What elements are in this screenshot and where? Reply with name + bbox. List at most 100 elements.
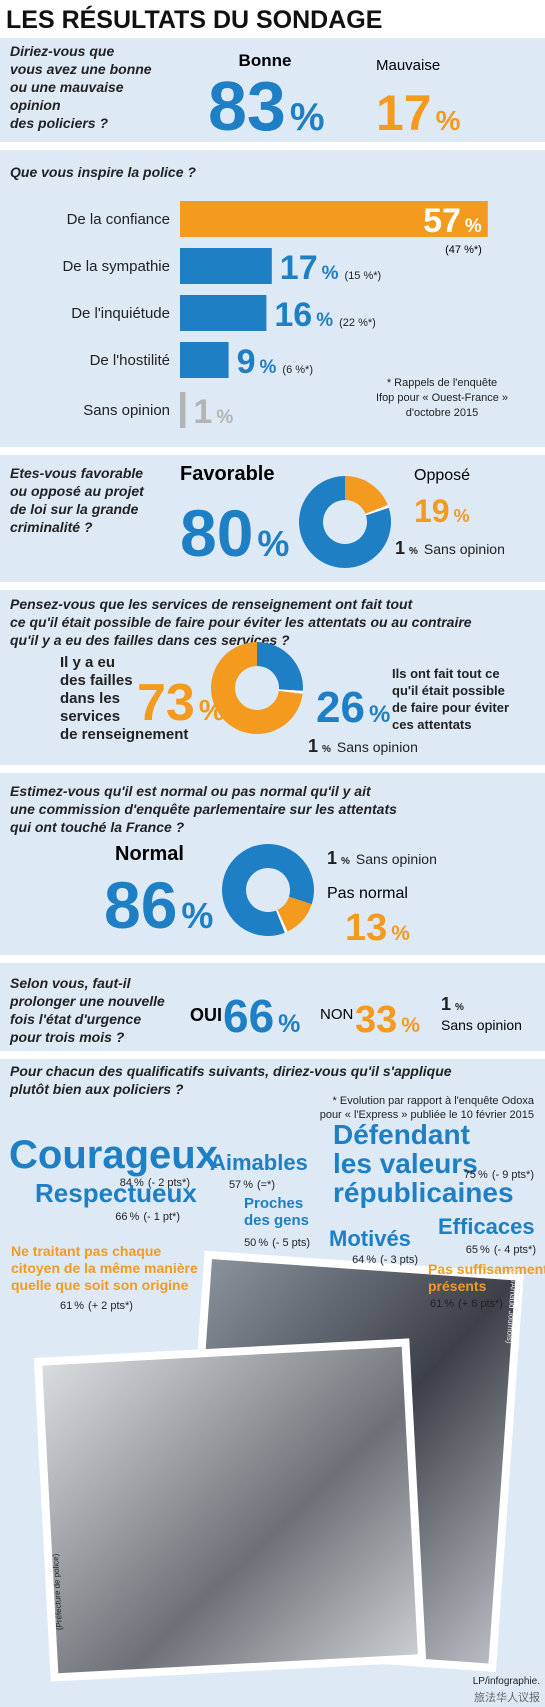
- section-bg: [0, 963, 545, 1051]
- question: Que vous inspire la police ?: [10, 164, 196, 180]
- label: 83%: [208, 67, 325, 145]
- word-value: 64: [352, 1254, 364, 1266]
- label: 16% (22 %*): [274, 296, 375, 334]
- label: 1% Sans opinion: [327, 848, 437, 868]
- percent-sign: %: [130, 1211, 140, 1223]
- word: Efficaces: [438, 1214, 535, 1239]
- label: 26%: [316, 683, 390, 732]
- word: Pas suffisamment: [428, 1261, 545, 1277]
- big-number: 80: [180, 496, 253, 570]
- label: 9% (6 %*): [237, 343, 313, 381]
- option-label: OUI: [190, 1005, 222, 1025]
- question-line: ou opposé au projet: [10, 483, 145, 499]
- big-number: 9: [237, 343, 256, 381]
- percent-sign: %: [322, 263, 339, 284]
- question-line: Diriez-vous que: [10, 43, 114, 59]
- bar: [180, 201, 488, 237]
- big-number: 26: [316, 683, 365, 732]
- section-bg: [0, 150, 545, 447]
- previous-value: (6 %*): [282, 364, 313, 376]
- percent-sign: %: [74, 1300, 84, 1312]
- percent-sign: %: [480, 1244, 490, 1256]
- big-number: 1: [327, 848, 337, 868]
- word-change: (+ 2 pts*): [88, 1300, 133, 1312]
- percent-sign: %: [454, 506, 470, 526]
- option-label: Bonne: [239, 51, 292, 70]
- option-label: Pas normal: [327, 885, 408, 902]
- label: 1%: [441, 994, 464, 1014]
- bar-label: Sans opinion: [83, 402, 170, 419]
- percent-sign: %: [341, 856, 350, 867]
- previous-value: (15 %*): [345, 270, 382, 282]
- label: 19%: [414, 493, 470, 529]
- big-number: 1: [395, 538, 405, 558]
- option-label: Il y a eu: [60, 654, 115, 671]
- label: 66% (- 1 pt*): [115, 1211, 180, 1223]
- question-line: qui ont touché la France ?: [10, 819, 185, 835]
- percent-sign: %: [258, 1237, 268, 1249]
- question-line: criminalité ?: [10, 519, 93, 535]
- bar: [180, 295, 267, 331]
- word-value: 61: [430, 1298, 442, 1310]
- bar-label: De l'hostilité: [90, 352, 170, 369]
- question-line: ce qu'il était possible de faire pour év…: [10, 614, 472, 630]
- big-number: 73: [137, 674, 195, 732]
- question-line: plutôt bien aux policiers ?: [9, 1081, 184, 1097]
- label: 84% (- 2 pts*): [120, 1177, 190, 1189]
- word: Aimables: [210, 1150, 308, 1175]
- big-number: 17: [376, 85, 432, 141]
- big-number: 1: [308, 736, 318, 756]
- word-value: 61: [60, 1300, 72, 1312]
- word: des gens: [244, 1212, 309, 1229]
- note-line: pour « l'Express » publiée le 10 février…: [320, 1109, 534, 1121]
- big-number: 16: [274, 296, 312, 334]
- previous-value: (47 %*): [445, 244, 482, 256]
- percent-sign: %: [216, 407, 233, 428]
- percent-sign: %: [436, 105, 461, 136]
- donut-segment: [257, 642, 303, 691]
- word: les valeurs: [333, 1148, 478, 1179]
- word: Proches: [244, 1195, 303, 1212]
- label: 1% Sans opinion: [308, 736, 418, 756]
- bar: [180, 342, 229, 378]
- option-label: Sans opinion: [441, 1017, 522, 1033]
- question-line: opinion: [10, 97, 61, 113]
- label: 61% (+ 2 pts*): [60, 1300, 133, 1312]
- option-label: ces attentats: [392, 717, 471, 732]
- question-line: Etes-vous favorable: [10, 465, 143, 481]
- bar-label: De l'inquiétude: [71, 305, 170, 322]
- donut-segment: [365, 505, 389, 516]
- big-number: 1: [193, 393, 212, 431]
- option-label: Ils ont fait tout ce: [392, 666, 500, 681]
- word: Ne traitant pas chaque: [11, 1243, 161, 1259]
- label: 17% (15 %*): [280, 249, 381, 287]
- bar: [180, 392, 186, 428]
- question-line: qu'il y a eu des failles dans ces servic…: [10, 632, 290, 648]
- percent-sign: %: [316, 310, 333, 331]
- watermark: 旅法华人议报: [474, 1690, 540, 1704]
- big-number: 13: [345, 907, 387, 949]
- word-value: 75: [464, 1169, 476, 1181]
- word: Respectueux: [35, 1178, 197, 1208]
- word: républicaines: [333, 1177, 514, 1208]
- question-line: fois l'état d'urgence: [10, 1011, 141, 1027]
- word-change: (- 5 pts): [272, 1237, 310, 1249]
- option-label: Normal: [115, 843, 184, 865]
- percent-sign: %: [181, 895, 213, 936]
- question-line: des policiers ?: [10, 115, 108, 131]
- label: 86%: [104, 868, 213, 942]
- word-change: (- 4 pts*): [494, 1244, 536, 1256]
- section-bg: [0, 590, 545, 765]
- label: 73%: [137, 674, 225, 732]
- word-value: 84: [120, 1177, 132, 1189]
- option-label: de faire pour éviter: [392, 700, 509, 715]
- word-value: 57: [229, 1179, 241, 1191]
- donut-segment: [345, 476, 388, 514]
- percent-sign: %: [243, 1179, 253, 1191]
- word-value: 65: [466, 1244, 478, 1256]
- percent-sign: %: [322, 744, 331, 755]
- title: LES RÉSULTATS DU SONDAGE: [6, 5, 382, 34]
- question-line: Pour chacun des qualificatifs suivants, …: [10, 1063, 452, 1079]
- label: 1%: [193, 393, 233, 431]
